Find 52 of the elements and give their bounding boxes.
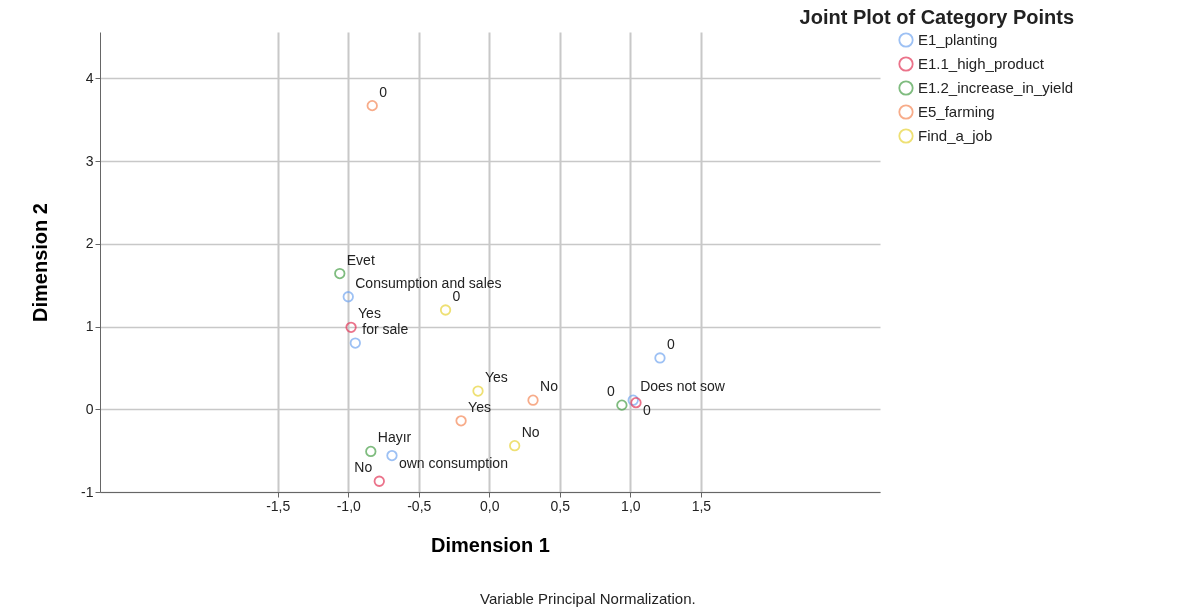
x-tick-label: -0,5 <box>407 497 432 514</box>
y-tick-label: 0 <box>85 400 94 417</box>
point <box>616 399 628 411</box>
annotation: Yes <box>485 369 508 386</box>
annotation: 0 <box>642 401 651 418</box>
point <box>509 440 521 452</box>
point <box>342 291 354 303</box>
annotation: Hayır <box>377 429 412 446</box>
point <box>439 304 452 316</box>
x-tick-label: 1,5 <box>691 497 712 514</box>
annotation: 0 <box>666 335 675 352</box>
y-tick-label: 1 <box>85 318 94 335</box>
y-tick-label: 4 <box>85 69 94 86</box>
annotation: own consumption <box>398 454 508 471</box>
legend-label: E5_farming <box>918 103 995 120</box>
point <box>527 394 539 406</box>
legend-label: Find_a_job <box>918 127 993 144</box>
text: Joint Plot of Category Points <box>799 6 1074 28</box>
annotation: No <box>354 459 373 476</box>
point <box>345 321 357 333</box>
annotation: 0 <box>607 383 616 400</box>
x-tick-label: -1,5 <box>266 497 291 514</box>
point <box>334 267 346 280</box>
annotation: No <box>521 423 540 440</box>
x-axis-title: Dimension 1 <box>431 533 550 556</box>
point <box>654 352 666 364</box>
y-tick-label: 2 <box>85 235 94 252</box>
x-tick-label: 1,0 <box>621 497 641 514</box>
x-tick-label: 0,5 <box>550 497 571 514</box>
y-tick-label: -1 <box>81 483 94 500</box>
x-tick-label: 0,0 <box>480 497 500 514</box>
legend-label: E1.2_increase_in_yield <box>918 79 1074 96</box>
annotation: Evet <box>346 251 375 268</box>
point <box>386 449 398 462</box>
point <box>472 385 484 397</box>
point <box>373 475 385 487</box>
x-tick-label: -1,0 <box>336 497 362 514</box>
point <box>366 100 378 112</box>
point <box>365 445 377 458</box>
annotation: 0 <box>379 83 388 100</box>
annotation: Yes <box>358 305 381 322</box>
annotation: No <box>540 378 559 395</box>
text: Variable Principal Normalization. <box>480 590 696 607</box>
legend-label: E1.1_high_product <box>918 55 1045 72</box>
y-tick-label: 3 <box>85 152 94 169</box>
point <box>349 337 361 349</box>
annotation: Yes <box>468 398 491 415</box>
annotation: for sale <box>362 321 409 338</box>
point <box>455 415 467 427</box>
y-axis-title: Dimension 2 <box>29 203 52 322</box>
annotation: Does not sow <box>640 378 726 395</box>
legend-label: E1_planting <box>918 31 998 48</box>
